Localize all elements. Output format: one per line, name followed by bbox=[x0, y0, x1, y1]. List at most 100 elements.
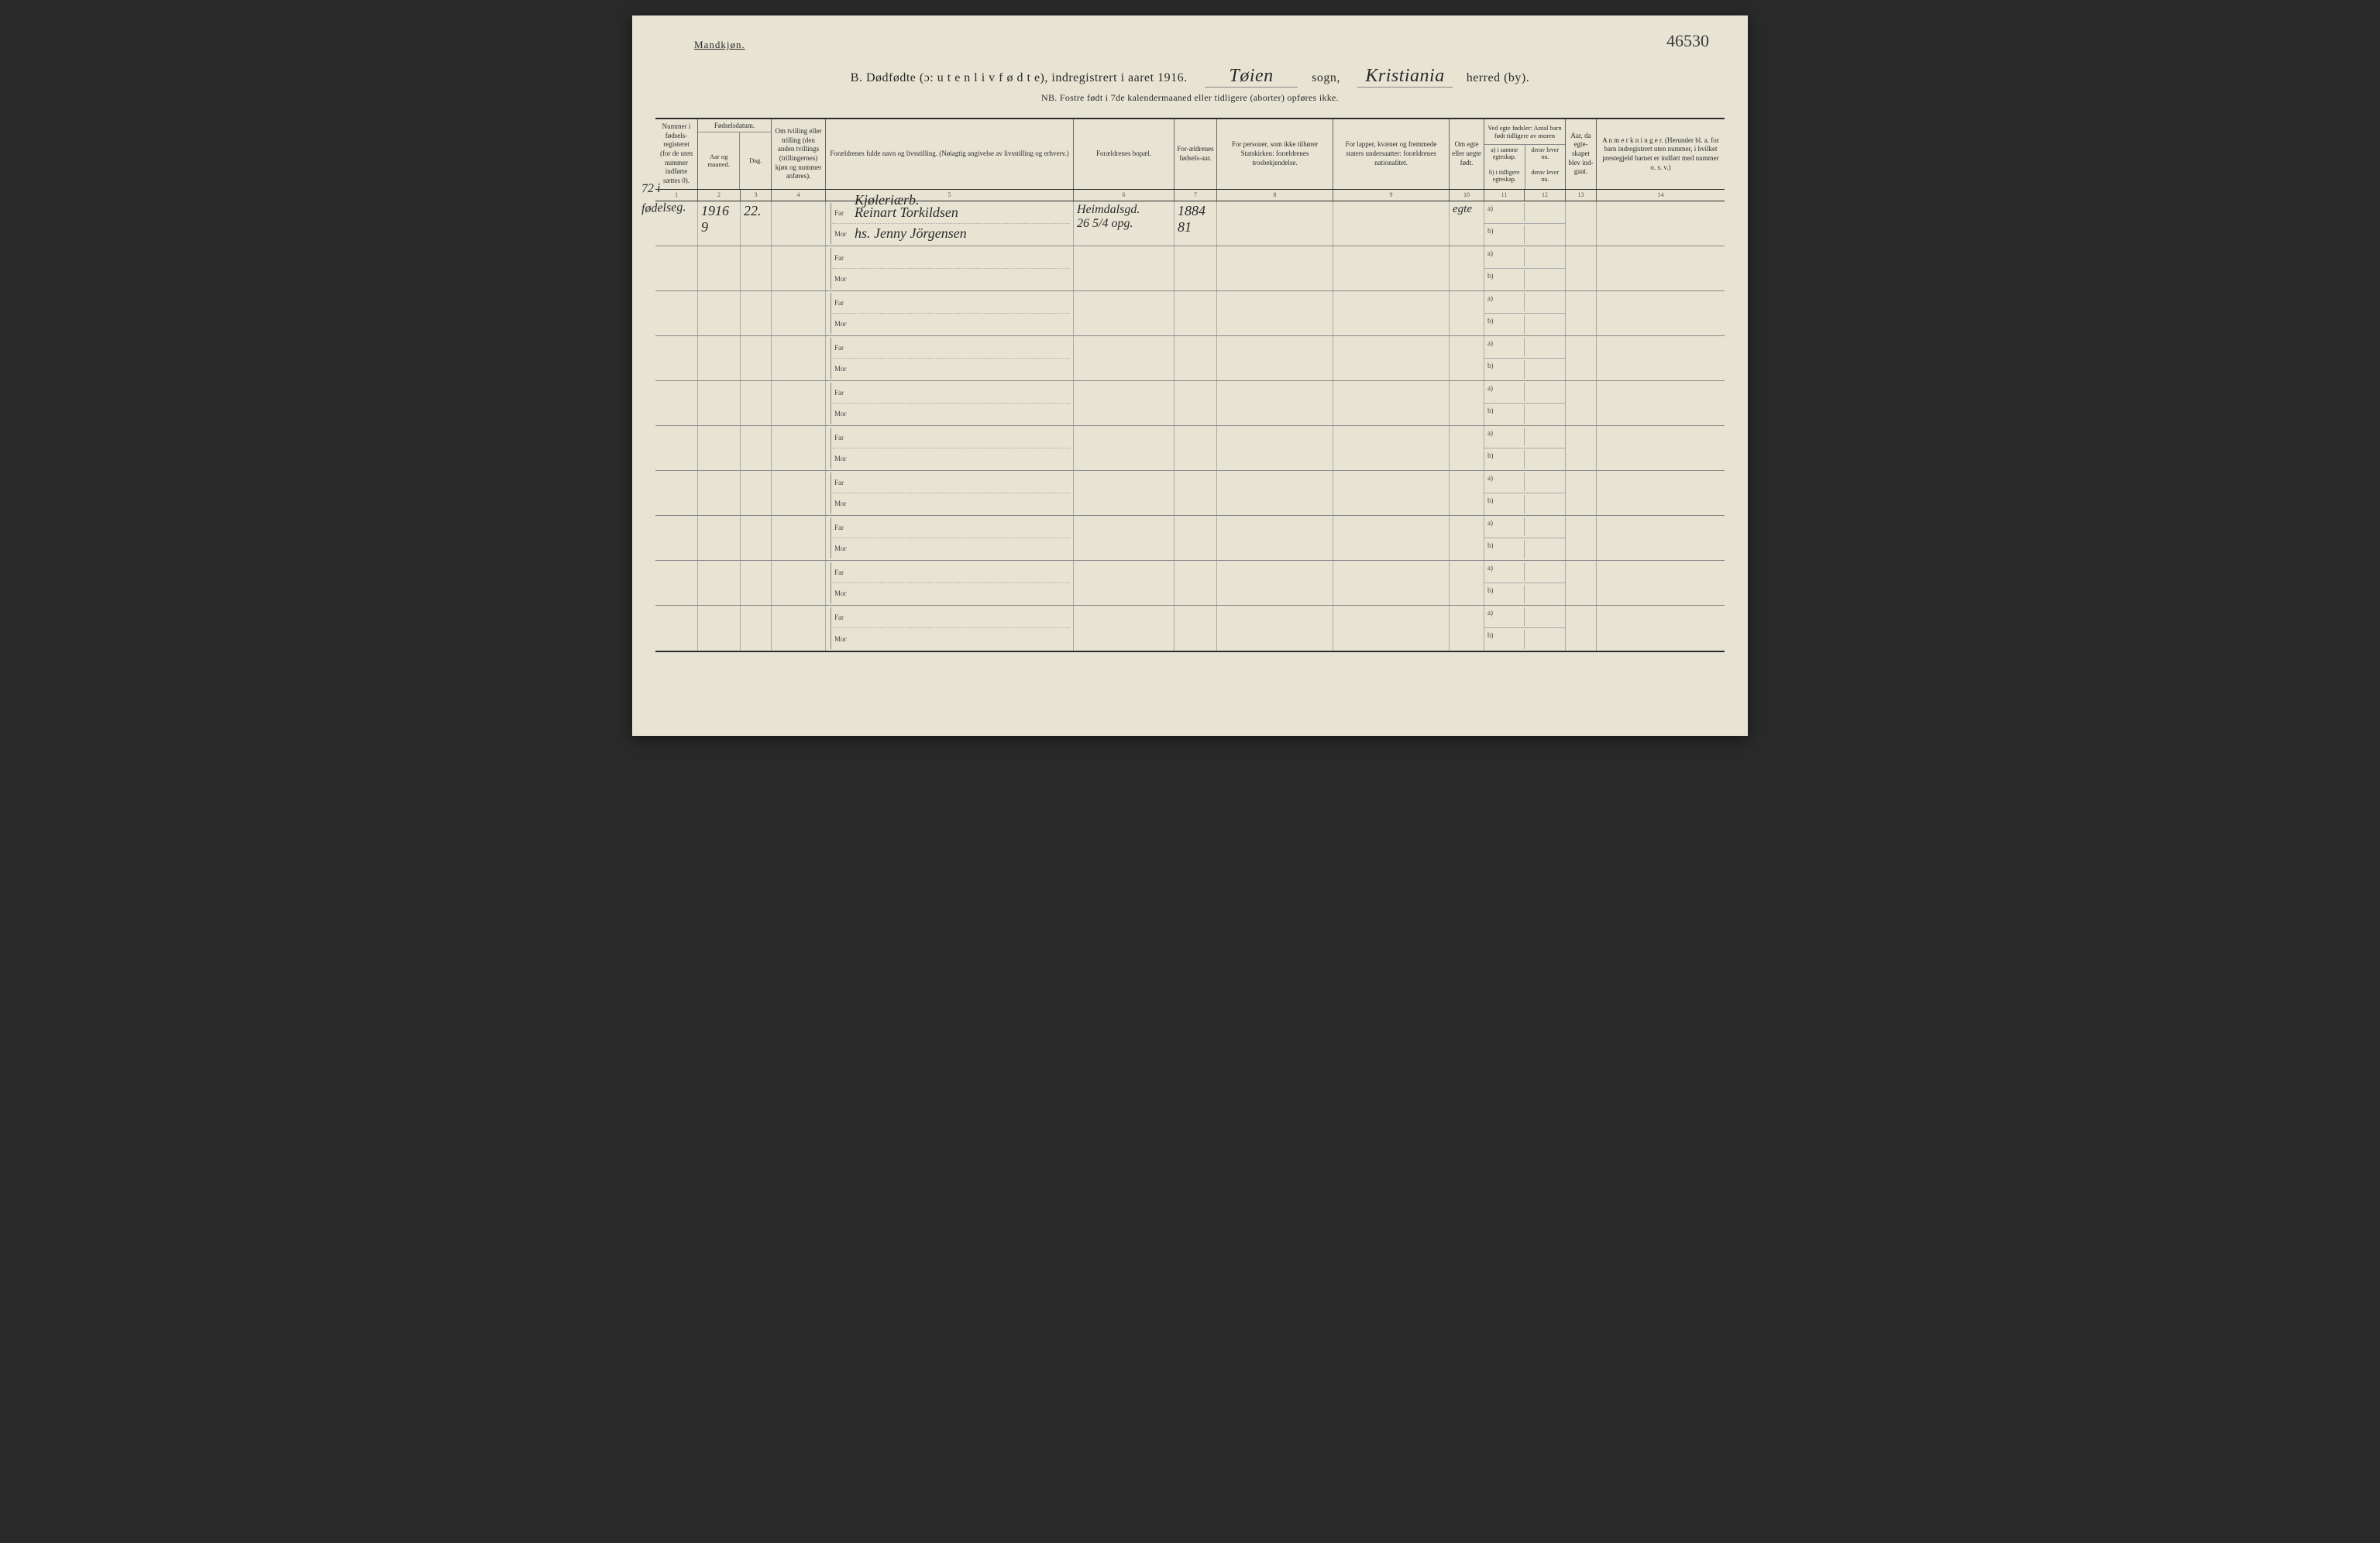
cell-dag bbox=[741, 561, 772, 605]
cell-nummer bbox=[655, 606, 698, 651]
cell-nationalitet bbox=[1333, 246, 1450, 290]
table-row: 1916 9 22. Far Kjøleriærb.Reinart Torkil… bbox=[655, 201, 1725, 246]
cell-bopael bbox=[1074, 291, 1175, 335]
table-row: Far Mor a) b) bbox=[655, 426, 1725, 471]
col-header-4: Om tvilling eller trilling (den anden tv… bbox=[772, 119, 826, 189]
cell-tvilling bbox=[772, 606, 826, 651]
col-header-12a: derav lever nu. bbox=[1525, 145, 1566, 167]
cell-anmerkninger bbox=[1597, 201, 1725, 246]
cell-fodselsaar bbox=[1175, 426, 1217, 470]
herred-value: Kristiania bbox=[1357, 66, 1452, 88]
cell-antal-barn: a) b) bbox=[1484, 246, 1566, 290]
cell-egte bbox=[1450, 246, 1484, 290]
title-year: 6. bbox=[1178, 71, 1188, 84]
cell-nationalitet bbox=[1333, 336, 1450, 380]
table-row: Far Mor a) b) bbox=[655, 471, 1725, 516]
cell-nummer bbox=[655, 471, 698, 515]
cell-trosbekjendelse bbox=[1217, 381, 1333, 425]
cell-nummer bbox=[655, 336, 698, 380]
col-header-11b: b) i tidligere egteskap. bbox=[1484, 167, 1525, 189]
cell-dag bbox=[741, 381, 772, 425]
margin-note-1: 72 i bbox=[641, 182, 661, 197]
colnum-4: 4 bbox=[772, 190, 826, 201]
col-header-fodselsdatum: Fødselsdatum. bbox=[698, 119, 771, 132]
cell-foreldre-navn: Far Mor bbox=[826, 336, 1074, 380]
cell-bopael bbox=[1074, 561, 1175, 605]
cell-anmerkninger bbox=[1597, 516, 1725, 560]
cell-nummer bbox=[655, 291, 698, 335]
table-row: Far Mor a) b) bbox=[655, 561, 1725, 606]
title-prefix: B. Dødfødte (ɔ: u t e n l i v f ø d t e)… bbox=[851, 71, 1178, 84]
cell-fodselsaar bbox=[1175, 381, 1217, 425]
cell-egteskap-aar bbox=[1566, 606, 1597, 651]
cell-anmerkninger bbox=[1597, 336, 1725, 380]
cell-egteskap-aar bbox=[1566, 426, 1597, 470]
colnum-11: 11 bbox=[1484, 190, 1525, 201]
cell-foreldre-navn: Far Mor bbox=[826, 516, 1074, 560]
cell-trosbekjendelse bbox=[1217, 606, 1333, 651]
gender-label: Mandkjøn. bbox=[694, 39, 745, 51]
cell-tvilling bbox=[772, 381, 826, 425]
cell-egteskap-aar bbox=[1566, 336, 1597, 380]
cell-aar-maaned bbox=[698, 381, 741, 425]
cell-nationalitet bbox=[1333, 381, 1450, 425]
cell-tvilling bbox=[772, 516, 826, 560]
cell-anmerkninger bbox=[1597, 246, 1725, 290]
cell-nationalitet bbox=[1333, 291, 1450, 335]
col-header-6: Forældrenes bopæl. bbox=[1074, 119, 1175, 189]
cell-dag bbox=[741, 516, 772, 560]
colnum-8: 8 bbox=[1217, 190, 1333, 201]
cell-trosbekjendelse bbox=[1217, 471, 1333, 515]
cell-nationalitet bbox=[1333, 426, 1450, 470]
cell-foreldre-navn: Far Mor bbox=[826, 426, 1074, 470]
cell-egteskap-aar bbox=[1566, 381, 1597, 425]
table-row: Far Mor a) b) bbox=[655, 336, 1725, 381]
cell-trosbekjendelse bbox=[1217, 561, 1333, 605]
col-header-14: A n m e r k n i n g e r. (Herunder bl. a… bbox=[1597, 119, 1725, 189]
cell-aar-maaned bbox=[698, 426, 741, 470]
cell-fodselsaar bbox=[1175, 471, 1217, 515]
cell-bopael bbox=[1074, 471, 1175, 515]
table-row: Far Mor a) b) bbox=[655, 381, 1725, 426]
col-header-10: Om egte eller uegte født. bbox=[1450, 119, 1484, 189]
cell-trosbekjendelse bbox=[1217, 336, 1333, 380]
cell-trosbekjendelse bbox=[1217, 291, 1333, 335]
colnum-2: 2 bbox=[698, 190, 741, 201]
herred-label: herred (by). bbox=[1467, 71, 1530, 84]
colnum-12: 12 bbox=[1525, 190, 1566, 201]
table-header: Nummer i fødsels-registeret (for de uten… bbox=[655, 119, 1725, 190]
table-row: Far Mor a) b) bbox=[655, 291, 1725, 336]
cell-anmerkninger bbox=[1597, 561, 1725, 605]
colnum-7: 7 bbox=[1175, 190, 1217, 201]
cell-nummer bbox=[655, 426, 698, 470]
cell-nationalitet bbox=[1333, 516, 1450, 560]
colnum-14: 14 bbox=[1597, 190, 1725, 201]
cell-bopael bbox=[1074, 381, 1175, 425]
colnum-13: 13 bbox=[1566, 190, 1597, 201]
cell-fodselsaar bbox=[1175, 516, 1217, 560]
cell-egteskap-aar bbox=[1566, 291, 1597, 335]
cell-antal-barn: a) b) bbox=[1484, 606, 1566, 651]
register-table: Nummer i fødsels-registeret (for de uten… bbox=[655, 118, 1725, 652]
cell-fodselsaar bbox=[1175, 291, 1217, 335]
col-header-9: For lapper, kvæner og fremmede staters u… bbox=[1333, 119, 1450, 189]
cell-nummer bbox=[655, 561, 698, 605]
cell-antal-barn: a) b) bbox=[1484, 336, 1566, 380]
cell-tvilling bbox=[772, 561, 826, 605]
cell-aar-maaned bbox=[698, 291, 741, 335]
cell-foreldre-navn: Far Mor bbox=[826, 381, 1074, 425]
colnum-6: 6 bbox=[1074, 190, 1175, 201]
cell-foreldre-navn: Far Mor bbox=[826, 471, 1074, 515]
cell-egte bbox=[1450, 471, 1484, 515]
cell-tvilling bbox=[772, 426, 826, 470]
cell-antal-barn: a) b) bbox=[1484, 471, 1566, 515]
cell-nationalitet bbox=[1333, 561, 1450, 605]
cell-bopael: Heimdalsgd. 26 5/4 opg. bbox=[1074, 201, 1175, 246]
col-header-1: Nummer i fødsels-registeret (for de uten… bbox=[655, 119, 698, 189]
cell-bopael bbox=[1074, 516, 1175, 560]
colnum-3: 3 bbox=[741, 190, 772, 201]
cell-dag bbox=[741, 336, 772, 380]
cell-egte bbox=[1450, 561, 1484, 605]
cell-foreldre-navn: Far Mor bbox=[826, 291, 1074, 335]
cell-anmerkninger bbox=[1597, 606, 1725, 651]
